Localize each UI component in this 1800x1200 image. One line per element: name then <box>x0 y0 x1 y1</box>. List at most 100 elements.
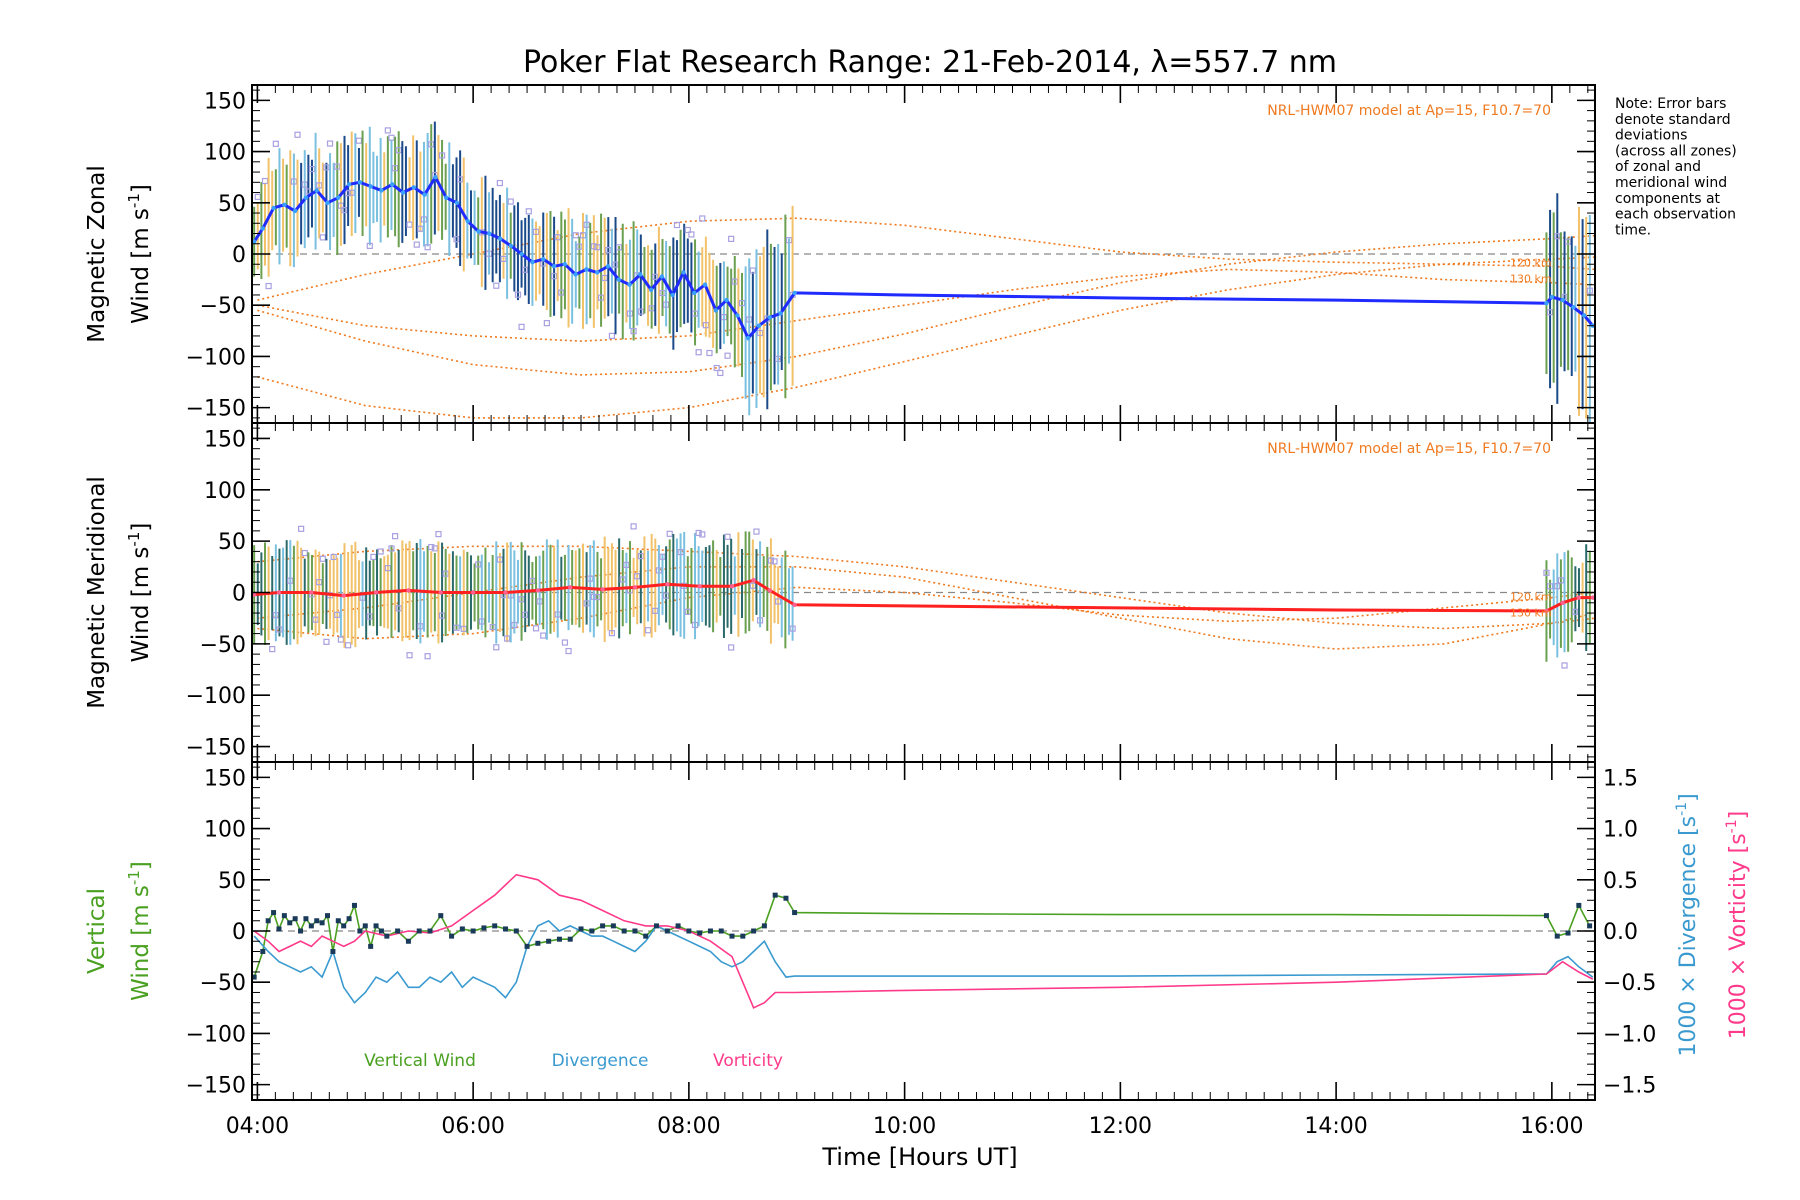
note-line: deviations <box>1615 128 1687 144</box>
scatter-point <box>406 221 413 228</box>
scatter-point <box>532 625 540 632</box>
scatter-point <box>756 617 764 624</box>
mean-wind-point <box>271 205 276 211</box>
vertical-wind-point <box>265 918 271 924</box>
scatter-point <box>485 250 493 257</box>
mean-wind-point <box>729 584 735 589</box>
mean-wind-line <box>252 174 1594 341</box>
vertical-wind-point <box>718 928 724 934</box>
scatter-point <box>532 228 540 235</box>
mean-wind-point <box>373 590 379 595</box>
vertical-wind-point <box>535 940 541 946</box>
scatter-point <box>1586 287 1593 294</box>
zonal-wind-panel: NRL-HWM07 model at Ap=15, F10.7=70 120 km… <box>84 84 1596 424</box>
mean-wind-point <box>1560 600 1565 605</box>
scatter-point <box>388 134 395 141</box>
superscript: -1 <box>1724 819 1740 833</box>
y-axis-label-line1: Vertical <box>84 888 110 974</box>
y-tick-label: 100 <box>204 479 246 504</box>
vertical-wind-point <box>438 913 444 919</box>
vertical-wind-point <box>729 933 735 939</box>
mean-wind-point <box>735 313 740 318</box>
scatter-point <box>626 310 634 317</box>
right-tick-label: −1.0 <box>1603 1022 1656 1047</box>
y-axis-label-line2: Wind [m s-1] <box>125 184 154 324</box>
scatter-point <box>500 255 507 263</box>
y-axis-label-line2: Wind [m s-1] <box>125 861 154 1001</box>
x-tick-label: 16:00 <box>1520 1114 1583 1139</box>
scatter-point <box>623 561 630 569</box>
scatter-point <box>579 232 587 239</box>
vertical-wind-point <box>459 926 465 932</box>
scatter-point <box>453 236 460 243</box>
mean-wind-point <box>670 292 675 298</box>
mean-wind-point <box>438 590 443 595</box>
y-tick-label: 150 <box>204 766 246 791</box>
plot-area <box>252 121 1595 423</box>
mean-wind-point <box>276 590 282 595</box>
scatter-point <box>608 332 616 339</box>
mean-wind-point <box>584 267 589 272</box>
vertical-wind-point <box>351 902 357 908</box>
scatter-point <box>507 198 514 205</box>
vertical-wind-point <box>1554 933 1560 939</box>
y-tick-label: 150 <box>204 89 246 114</box>
meridional-wind-panel: NRL-HWM07 model at Ap=15, F10.7=70 120 km… <box>84 422 1596 763</box>
scatter-point <box>417 225 424 232</box>
y-tick-label: 50 <box>218 192 246 217</box>
scatter-point <box>522 266 529 273</box>
mean-wind-point <box>568 585 573 590</box>
vertical-wind-point <box>524 943 530 949</box>
scatter-point <box>630 523 637 530</box>
scatter-point <box>276 626 283 633</box>
scatter-point <box>457 176 464 183</box>
scatter-point <box>525 208 532 215</box>
mean-wind-point <box>627 282 632 287</box>
mean-wind-point <box>697 584 702 589</box>
scatter-point <box>616 244 623 251</box>
vertical-wind-point <box>287 920 293 926</box>
vertical-wind-point <box>346 916 352 922</box>
scatter-point <box>767 557 775 564</box>
scatter-point <box>330 553 337 561</box>
scatter-point <box>1546 583 1554 590</box>
scatter-point <box>326 140 334 147</box>
scatter-point <box>272 140 279 147</box>
vertical-wind-point <box>686 928 692 934</box>
vertical-wind-point <box>341 923 347 929</box>
mean-wind-point <box>541 256 546 262</box>
mean-wind-point <box>1582 313 1587 318</box>
mean-wind-point <box>724 297 729 303</box>
scatter-point <box>785 237 793 244</box>
vertical-wind-point <box>308 923 314 929</box>
mean-wind-point <box>756 323 762 328</box>
mean-wind-point <box>702 282 708 287</box>
scatter-point <box>475 561 482 568</box>
mean-wind-point <box>767 315 772 320</box>
scatter-point <box>608 630 616 637</box>
scatter-point <box>345 189 352 197</box>
scatter-point <box>673 221 681 229</box>
mean-wind-point <box>778 311 783 316</box>
scatter-point <box>496 179 503 187</box>
scatter-point <box>554 234 561 241</box>
y-tick-label: 150 <box>204 427 246 452</box>
scatter-point <box>583 600 590 607</box>
scatter-point <box>406 652 413 659</box>
scatter-point <box>431 545 438 552</box>
mean-wind-point <box>792 290 797 296</box>
scatter-point <box>543 320 550 327</box>
mean-wind-point <box>390 182 395 187</box>
note-line: each observation <box>1615 207 1736 223</box>
scatter-point <box>417 623 424 630</box>
scatter-point <box>395 605 402 612</box>
scatter-point <box>536 598 543 605</box>
y-tick-label: 50 <box>218 869 246 894</box>
scatter-point <box>438 152 446 159</box>
y-tick-label: −50 <box>200 971 246 996</box>
mean-wind-point <box>1576 595 1582 600</box>
plot-area <box>252 873 1595 1009</box>
right-tick-label: 0.0 <box>1603 920 1638 945</box>
scatter-point <box>518 596 525 603</box>
mean-wind-point <box>346 182 352 187</box>
